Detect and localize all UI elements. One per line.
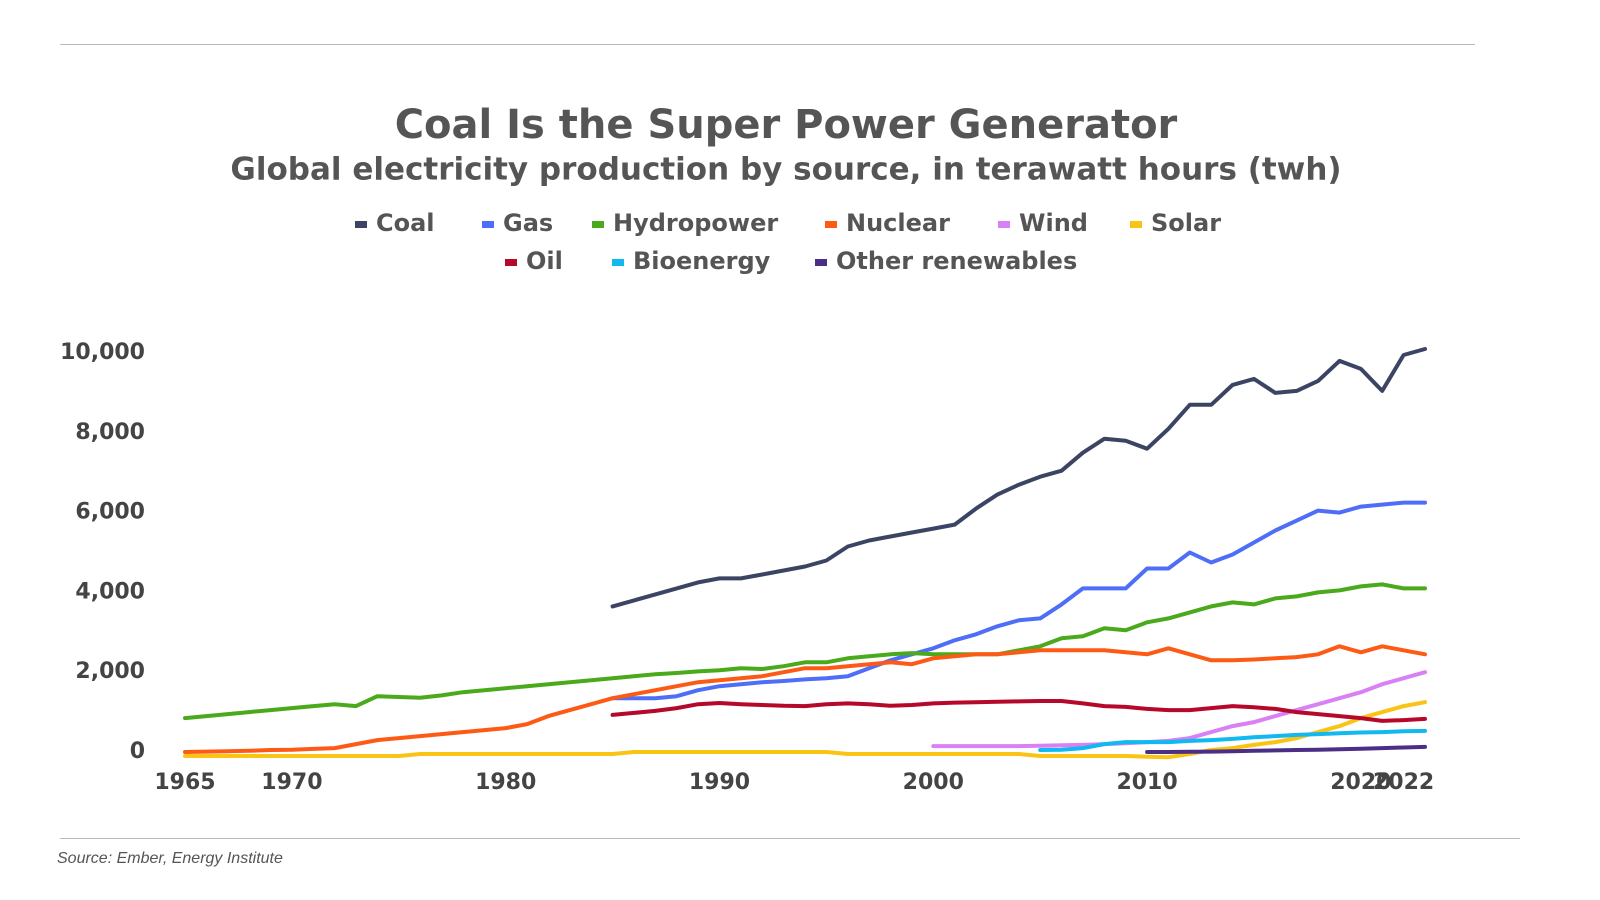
series-line [183,582,1427,721]
y-tick-label: 0 [130,739,145,764]
y-tick-label: 6,000 [75,500,145,525]
legend-marker [482,221,494,228]
series-line [183,644,1427,754]
legend-label: Bioenergy [633,247,771,275]
y-tick-label: 2,000 [75,659,145,684]
series-line [1145,744,1427,754]
legend-marker [998,221,1010,228]
chart-title: Coal Is the Super Power Generator [395,102,1178,148]
x-tick-label: 2022 [1373,770,1434,795]
legend-label: Nuclear [846,209,950,237]
y-tick-label: 8,000 [75,420,145,445]
series-line [610,347,1427,609]
x-tick-label: 1990 [689,770,750,795]
series-line [1038,728,1427,752]
legend-label: Hydropower [613,209,778,237]
legend-label: Wind [1019,209,1088,237]
legend-marker [505,259,517,266]
source-note: Source: Ember, Energy Institute [57,850,283,867]
x-tick-label: 2010 [1116,770,1177,795]
y-tick-label: 4,000 [75,579,145,604]
legend-marker [815,259,827,266]
legend-label: Other renewables [836,247,1077,275]
legend-marker [612,259,624,266]
x-tick-label: 2000 [903,770,964,795]
series-line [610,500,1427,701]
legend-label: Gas [503,209,553,237]
x-tick-label: 1980 [475,770,536,795]
legend-label: Solar [1151,209,1221,237]
legend-marker [592,221,604,228]
chart-subtitle: Global electricity production by source,… [230,152,1341,188]
legend-label: Coal [376,209,435,237]
legend-label: Oil [526,247,563,275]
series-line [610,699,1427,723]
legend-marker [355,221,367,228]
x-tick-label: 1970 [261,770,322,795]
legend-marker [825,221,837,228]
series-line [183,700,1427,760]
legend-marker [1130,221,1142,228]
y-tick-label: 10,000 [60,340,145,365]
x-tick-label: 1965 [154,770,215,795]
x-tick-label: 2020 [1330,770,1391,795]
